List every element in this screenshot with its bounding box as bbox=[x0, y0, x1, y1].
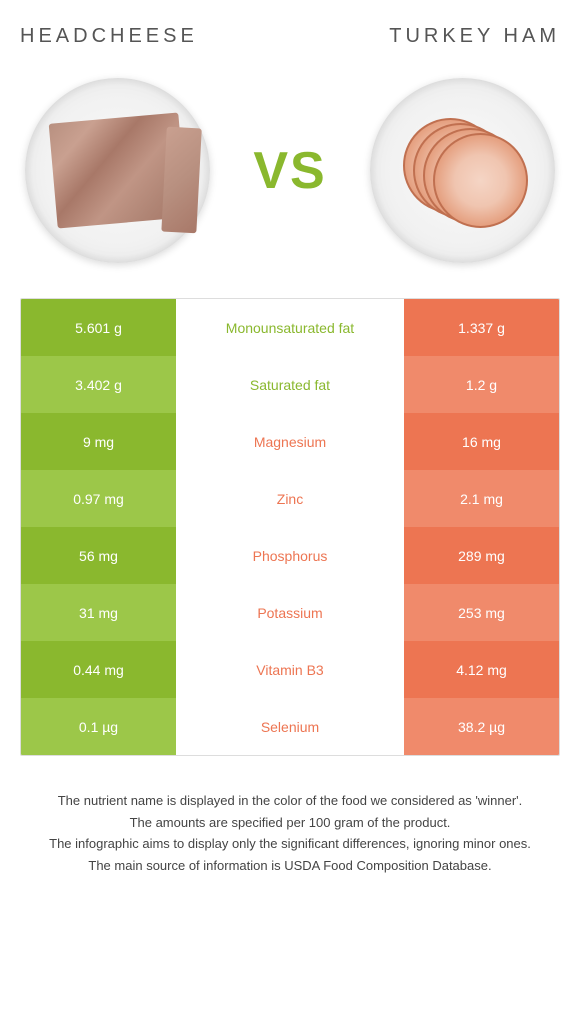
cell-center: Potassium bbox=[176, 584, 404, 641]
footer-line3: The infographic aims to display only the… bbox=[35, 834, 545, 854]
cell-center: Selenium bbox=[176, 698, 404, 755]
footer-line1: The nutrient name is displayed in the co… bbox=[35, 791, 545, 811]
vs-label: VS bbox=[253, 141, 326, 201]
cell-center: Saturated fat bbox=[176, 356, 404, 413]
title-right: TURKEY HAM bbox=[389, 25, 560, 48]
cell-left: 0.44 mg bbox=[21, 641, 176, 698]
cell-right: 1.2 g bbox=[404, 356, 559, 413]
turkeyham-image bbox=[398, 113, 528, 228]
plate-headcheese bbox=[25, 78, 210, 263]
table-row: 5.601 gMonounsaturated fat1.337 g bbox=[21, 299, 559, 356]
cell-left: 9 mg bbox=[21, 413, 176, 470]
table-row: 31 mgPotassium253 mg bbox=[21, 584, 559, 641]
cell-right: 289 mg bbox=[404, 527, 559, 584]
footer-line2: The amounts are specified per 100 gram o… bbox=[35, 813, 545, 833]
comparison-table: 5.601 gMonounsaturated fat1.337 g3.402 g… bbox=[20, 298, 560, 756]
headcheese-image bbox=[48, 113, 187, 229]
table-row: 0.44 mgVitamin B34.12 mg bbox=[21, 641, 559, 698]
cell-left: 3.402 g bbox=[21, 356, 176, 413]
table-row: 56 mgPhosphorus289 mg bbox=[21, 527, 559, 584]
footer: The nutrient name is displayed in the co… bbox=[20, 791, 560, 875]
plate-turkeyham bbox=[370, 78, 555, 263]
cell-right: 4.12 mg bbox=[404, 641, 559, 698]
cell-center: Zinc bbox=[176, 470, 404, 527]
cell-center: Monounsaturated fat bbox=[176, 299, 404, 356]
footer-line4: The main source of information is USDA F… bbox=[35, 856, 545, 876]
cell-right: 2.1 mg bbox=[404, 470, 559, 527]
cell-right: 16 mg bbox=[404, 413, 559, 470]
cell-right: 253 mg bbox=[404, 584, 559, 641]
cell-left: 0.1 µg bbox=[21, 698, 176, 755]
table-row: 0.1 µgSelenium38.2 µg bbox=[21, 698, 559, 755]
cell-left: 5.601 g bbox=[21, 299, 176, 356]
cell-center: Magnesium bbox=[176, 413, 404, 470]
table-row: 3.402 gSaturated fat1.2 g bbox=[21, 356, 559, 413]
table-row: 9 mgMagnesium16 mg bbox=[21, 413, 559, 470]
title-left: HEADCHEESE bbox=[20, 25, 198, 48]
cell-right: 1.337 g bbox=[404, 299, 559, 356]
table-row: 0.97 mgZinc2.1 mg bbox=[21, 470, 559, 527]
cell-left: 0.97 mg bbox=[21, 470, 176, 527]
cell-center: Vitamin B3 bbox=[176, 641, 404, 698]
header: HEADCHEESE TURKEY HAM bbox=[20, 25, 560, 48]
images-row: VS bbox=[20, 78, 560, 263]
cell-left: 56 mg bbox=[21, 527, 176, 584]
cell-center: Phosphorus bbox=[176, 527, 404, 584]
cell-left: 31 mg bbox=[21, 584, 176, 641]
cell-right: 38.2 µg bbox=[404, 698, 559, 755]
